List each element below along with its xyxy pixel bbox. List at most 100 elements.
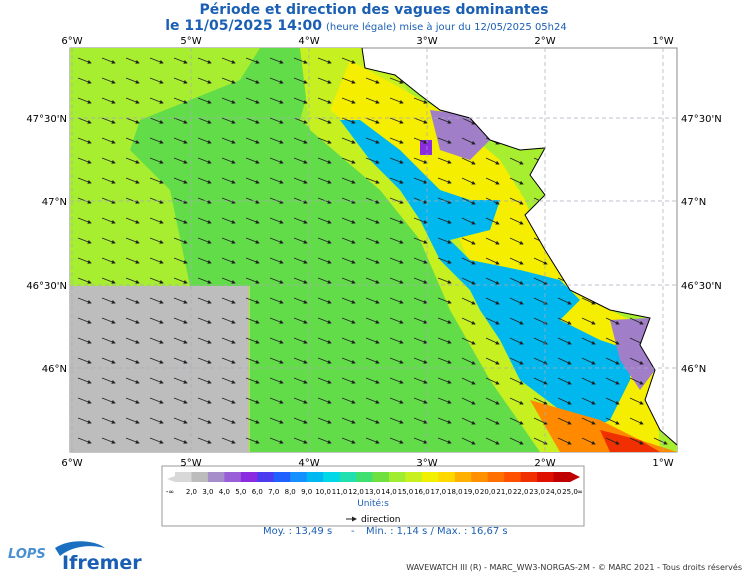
direction-arrow (629, 417, 644, 425)
direction-arrow (77, 197, 92, 204)
direction-arrow (293, 177, 308, 184)
direction-arrow (269, 377, 284, 384)
direction-arrow (629, 317, 644, 325)
colorbar-swatch (454, 472, 472, 482)
lat-label: 47°N (681, 197, 706, 208)
direction-arrow (533, 257, 548, 265)
direction-arrow (173, 317, 188, 324)
direction-arrow (341, 217, 356, 224)
direction-arrow (149, 377, 164, 384)
direction-arrow (533, 377, 548, 385)
direction-arrow (461, 417, 476, 425)
direction-arrow (365, 77, 380, 84)
direction-arrow (149, 357, 164, 364)
direction-arrow (197, 117, 212, 124)
direction-arrow (245, 417, 260, 424)
direction-arrow (365, 277, 380, 284)
direction-arrow (101, 217, 116, 224)
direction-arrow (269, 177, 284, 184)
direction-arrow (461, 357, 476, 365)
direction-arrow (413, 437, 428, 444)
direction-arrow (317, 57, 332, 64)
direction-arrow (77, 317, 92, 324)
direction-arrow (413, 177, 428, 184)
colorbar-swatch (388, 472, 406, 482)
direction-arrow (173, 157, 188, 164)
direction-arrow (149, 157, 164, 164)
direction-arrow (149, 277, 164, 284)
direction-arrow (461, 297, 476, 305)
direction-arrow (413, 237, 428, 244)
direction-arrow (101, 157, 116, 164)
direction-arrow (221, 317, 236, 324)
direction-arrow (341, 177, 356, 184)
direction-label: direction (361, 515, 400, 525)
lon-label: 5°W (180, 458, 201, 469)
direction-arrow (197, 237, 212, 244)
direction-arrow (197, 177, 212, 184)
direction-arrow (413, 397, 428, 404)
title: Période et direction des vagues dominant… (200, 2, 549, 18)
direction-arrow (461, 317, 476, 325)
colorbar-label: 25,0 (562, 488, 578, 496)
direction-arrow (149, 397, 164, 404)
direction-arrow (341, 257, 356, 264)
direction-arrow (221, 237, 236, 244)
direction-arrow (101, 417, 116, 424)
direction-arrow (293, 197, 308, 204)
colorbar-swatch (175, 472, 192, 482)
direction-arrow (293, 297, 308, 304)
direction-arrow (101, 57, 116, 64)
direction-arrow (437, 117, 452, 124)
colorbar-swatch (504, 472, 522, 482)
direction-arrow (245, 277, 260, 284)
direction-arrow (77, 297, 92, 304)
direction-arrow (389, 377, 404, 384)
direction-arrow (173, 337, 188, 344)
direction-arrow (317, 117, 332, 124)
direction-arrow (581, 417, 596, 425)
credit: WAVEWATCH III (R) - MARC_WW3-NORGAS-2M -… (406, 562, 742, 572)
direction-arrow (581, 437, 596, 445)
direction-arrow (125, 137, 140, 144)
direction-arrow (173, 57, 188, 64)
direction-arrow (485, 417, 500, 425)
direction-arrow (173, 417, 188, 424)
direction-arrow (173, 297, 188, 304)
direction-arrow (293, 277, 308, 284)
direction-arrow (245, 57, 260, 64)
stats-separator: - (351, 526, 355, 537)
direction-arrow (77, 257, 92, 264)
direction-arrow (245, 137, 260, 144)
direction-arrow (509, 157, 524, 165)
direction-arrow (317, 377, 332, 384)
direction-arrow (461, 377, 476, 385)
direction-arrow (317, 397, 332, 404)
direction-arrow (413, 217, 428, 224)
direction-arrow (173, 97, 188, 104)
direction-arrow (77, 177, 92, 184)
direction-arrow (101, 317, 116, 324)
direction-arrow (293, 237, 308, 244)
direction-arrow (389, 197, 404, 204)
direction-arrow (461, 437, 476, 445)
direction-arrow (221, 197, 236, 204)
colorbar-swatch (421, 472, 439, 482)
direction-arrow (245, 117, 260, 124)
direction-arrow (317, 297, 332, 304)
colorbar-label: 4,0 (219, 488, 230, 496)
direction-arrow (605, 417, 620, 425)
colorbar-label: 19,0 (463, 488, 479, 496)
direction-arrow (101, 437, 116, 444)
direction-arrow (221, 217, 236, 224)
colorbar-swatch (290, 472, 308, 482)
direction-arrow (173, 397, 188, 404)
direction-arrow (77, 117, 92, 124)
colorbar-swatch (520, 472, 538, 482)
direction-arrow (101, 237, 116, 244)
direction-arrow (413, 417, 428, 424)
direction-arrow (269, 77, 284, 84)
direction-arrow (173, 357, 188, 364)
direction-arrow (245, 177, 260, 184)
